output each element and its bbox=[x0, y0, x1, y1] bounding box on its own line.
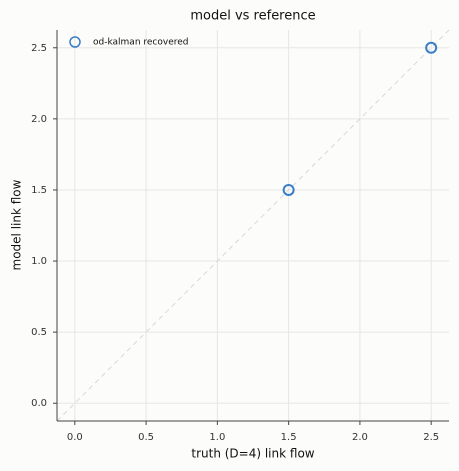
legend-marker bbox=[69, 36, 81, 48]
reference-line bbox=[56, 29, 450, 422]
point bbox=[282, 183, 295, 196]
y-tick-label: 1.0 bbox=[31, 256, 47, 267]
x-tick-label: 2.0 bbox=[352, 432, 368, 443]
x-tick-label: 1.5 bbox=[281, 432, 297, 443]
x-tick-label: 2.5 bbox=[423, 432, 439, 443]
x-axis-label: truth (D=4) link flow bbox=[191, 447, 314, 461]
y-tick-label: 0.0 bbox=[31, 398, 47, 409]
y-tick-label: 1.5 bbox=[31, 185, 47, 196]
y-tick-label: 2.5 bbox=[31, 43, 47, 54]
y-tick-label: 0.5 bbox=[31, 327, 47, 338]
chart-title: model vs reference bbox=[190, 9, 315, 24]
y-axis-label: model link flow bbox=[10, 179, 24, 270]
x-tick-label: 0.0 bbox=[67, 432, 83, 443]
legend-label: od-kalman recovered bbox=[93, 38, 189, 48]
y-tick-label: 2.0 bbox=[31, 114, 47, 125]
point bbox=[425, 41, 438, 54]
x-tick-label: 1.0 bbox=[209, 432, 225, 443]
x-tick-label: 0.5 bbox=[138, 432, 154, 443]
